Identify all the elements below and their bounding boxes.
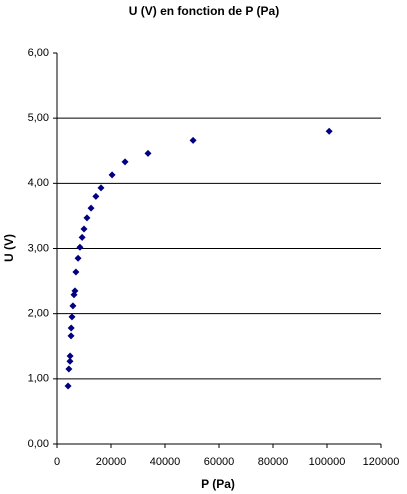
x-tick-label: 0 <box>54 456 60 468</box>
y-axis-label: U (V) <box>2 234 16 262</box>
y-tick-label: 4,00 <box>28 177 49 189</box>
point <box>325 127 333 135</box>
y-tick-label: 3,00 <box>28 242 49 254</box>
point <box>69 302 77 310</box>
x-tick-label: 80000 <box>258 456 289 468</box>
x-tick-label: 100000 <box>309 456 346 468</box>
point <box>76 243 84 251</box>
point <box>66 352 74 360</box>
point <box>144 149 152 157</box>
point <box>68 313 76 321</box>
point <box>108 171 116 179</box>
point <box>74 254 82 262</box>
point <box>64 382 72 390</box>
point <box>83 214 91 222</box>
x-tick-label: 120000 <box>363 456 400 468</box>
point <box>87 204 95 212</box>
point <box>67 332 75 340</box>
point <box>67 324 75 332</box>
y-tick-label: 5,00 <box>28 112 49 124</box>
point <box>92 192 100 200</box>
y-tick-label: 2,00 <box>28 308 49 320</box>
point <box>66 357 74 365</box>
point <box>71 287 79 295</box>
y-tick-label: 1,00 <box>28 373 49 385</box>
point <box>72 268 80 276</box>
x-tick-label: 20000 <box>96 456 127 468</box>
point <box>189 136 197 144</box>
chart-title: U (V) en fonction de P (Pa) <box>129 4 279 18</box>
point <box>78 233 86 241</box>
y-tick-label: 0,00 <box>28 438 49 450</box>
x-tick-label: 40000 <box>150 456 181 468</box>
x-tick-label: 60000 <box>204 456 235 468</box>
point <box>97 184 105 192</box>
point <box>65 365 73 373</box>
y-tick-label: 6,00 <box>28 47 49 59</box>
point <box>80 225 88 233</box>
x-axis-label: P (Pa) <box>201 477 235 491</box>
point <box>121 158 129 166</box>
